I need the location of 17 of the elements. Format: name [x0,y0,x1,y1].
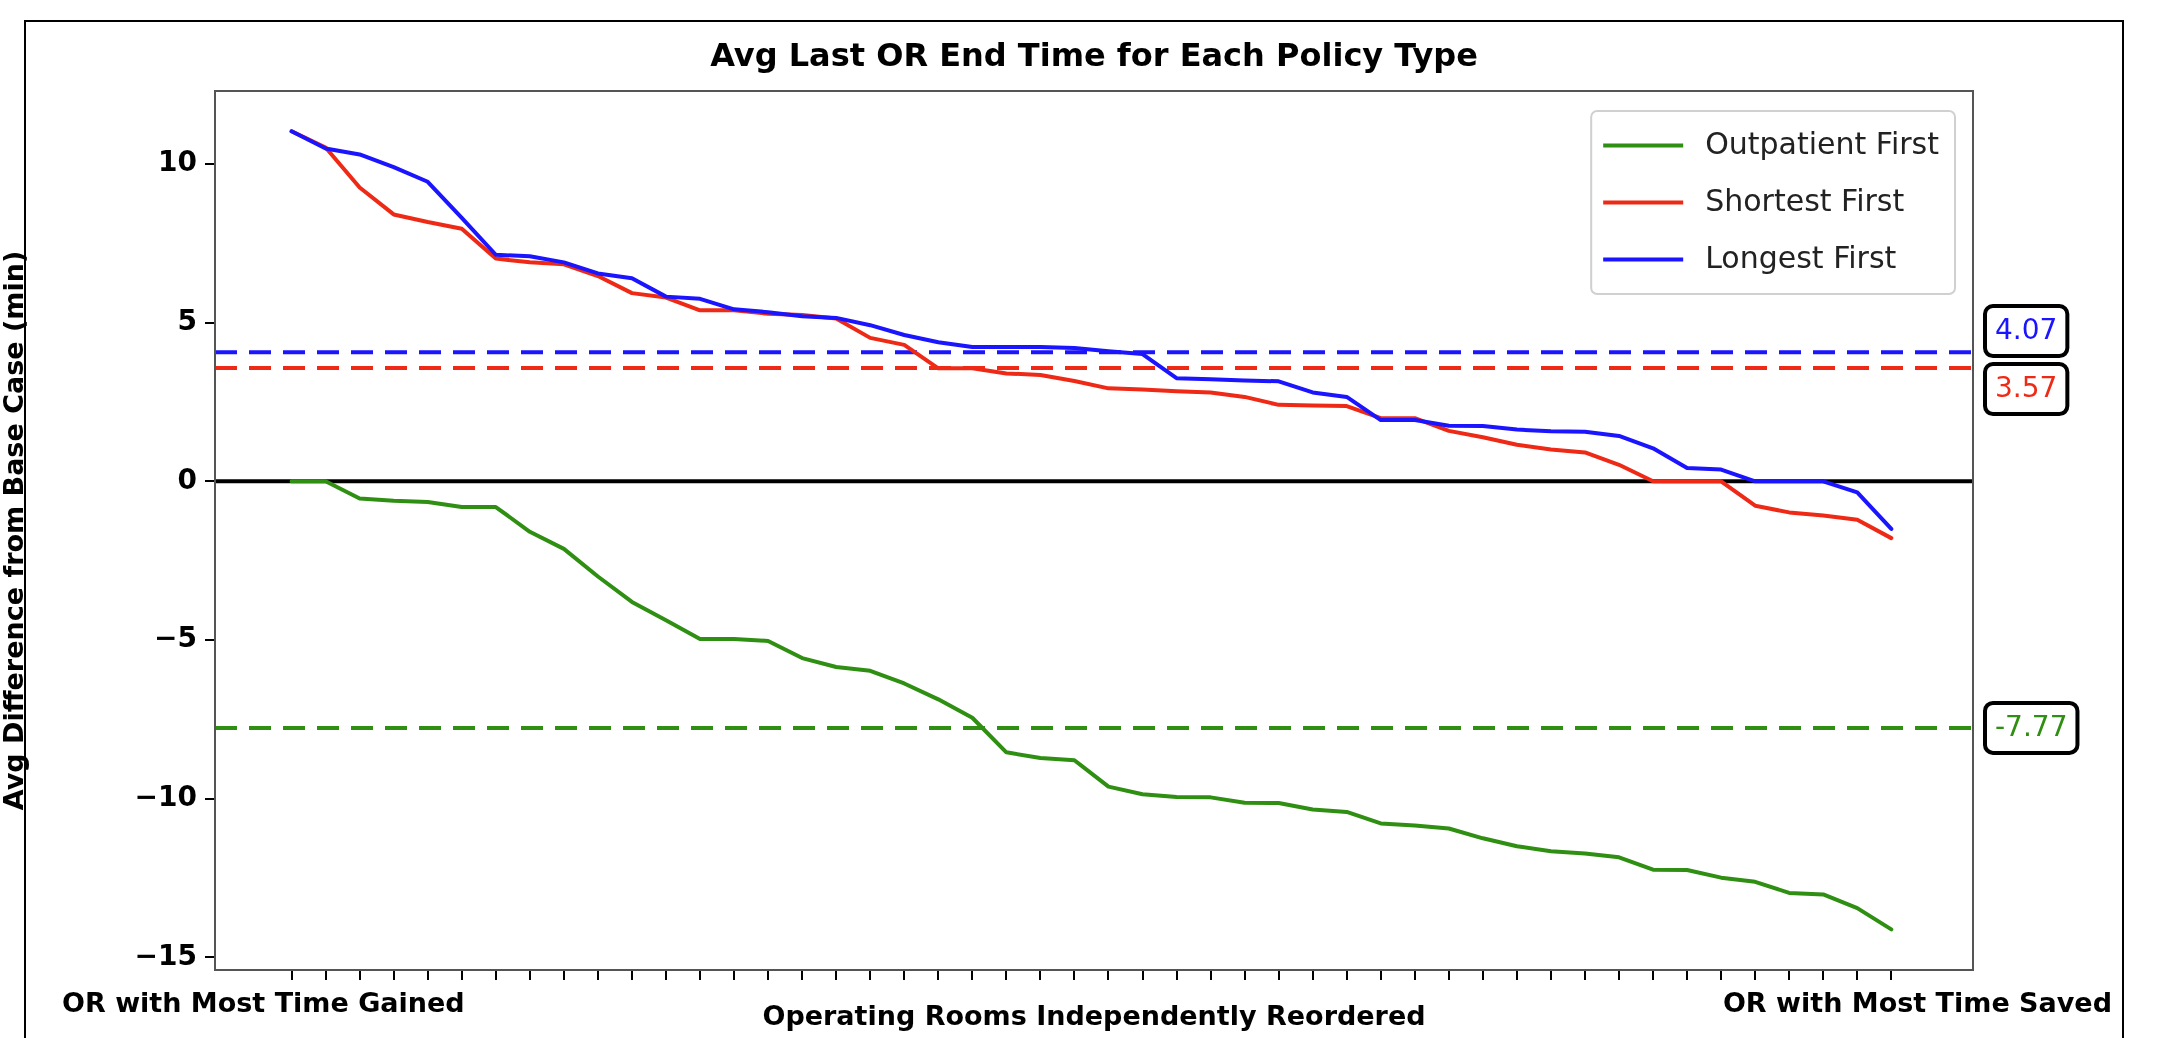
legend-label: Longest First [1705,240,1897,276]
ref-line-label: 4.07 [1995,313,2058,347]
y-tick-label: −5 [154,621,197,655]
y-tick-label: 5 [177,303,197,337]
ref-line-label: -7.77 [1995,710,2068,744]
y-tick-label: 0 [177,462,197,496]
y-tick-label: −10 [134,779,197,813]
legend-label: Shortest First [1705,183,1905,219]
y-axis-title: Avg Difference from Base Case (min) [0,250,30,811]
text: OR with Most Time Saved [1722,987,2112,1019]
y-tick-label: 10 [158,145,197,179]
y-tick-label: −15 [134,938,197,972]
legend-label: Outpatient First [1705,126,1940,162]
chart-title: Avg Last OR End Time for Each Policy Type [710,36,1478,75]
ref-line-label: 3.57 [1995,371,2058,405]
text: OR with Most Time Gained [62,987,465,1019]
x-axis-title: Operating Rooms Independently Reordered [762,1000,1426,1032]
